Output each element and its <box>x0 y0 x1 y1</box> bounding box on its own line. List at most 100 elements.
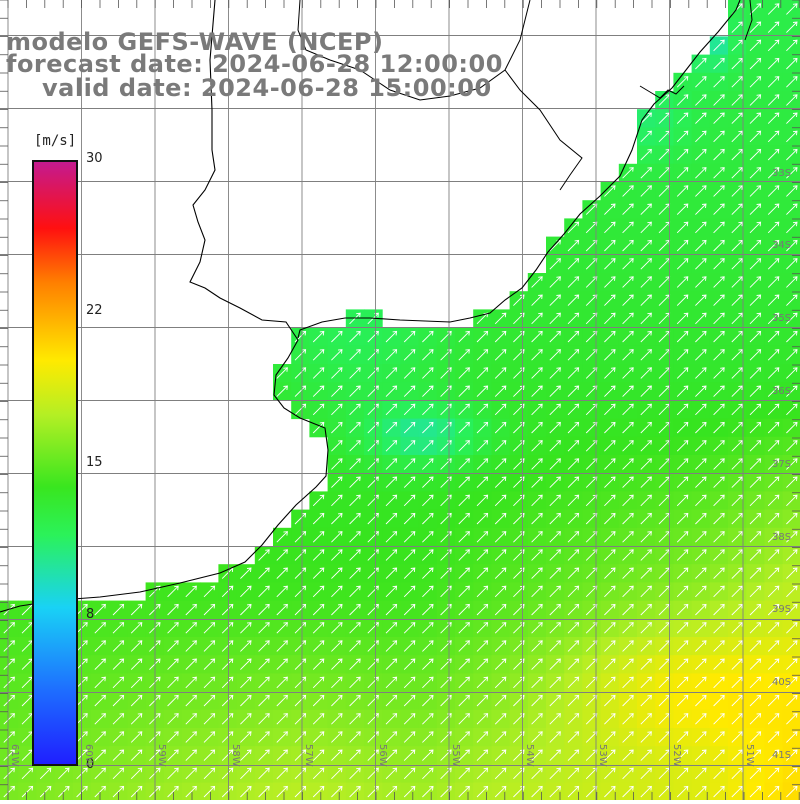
wind-arrow <box>676 512 689 525</box>
wind-arrow <box>549 694 561 707</box>
wind-arrow <box>349 349 361 361</box>
wind-arrow <box>294 676 307 689</box>
wind-arrow <box>185 603 197 616</box>
wind-arrow <box>294 658 307 670</box>
wind-arrow <box>331 731 343 743</box>
wind-arrow <box>549 349 561 361</box>
wind-arrow <box>403 349 416 361</box>
wind-arrow <box>531 713 543 725</box>
wind-arrow <box>403 603 416 616</box>
border-line <box>297 0 531 101</box>
wind-arrow <box>403 694 416 707</box>
valid-date: valid date: 2024-06-28 15:00:00 <box>42 74 492 102</box>
wind-arrow <box>203 622 216 634</box>
wind-arrow <box>585 494 598 507</box>
wind-arrow <box>767 421 780 434</box>
wind-arrow <box>676 112 689 124</box>
wind-arrow <box>731 640 743 652</box>
wind-arrow <box>94 640 106 652</box>
wind-arrow <box>312 585 325 598</box>
wind-arrow <box>567 385 580 397</box>
wind-arrow <box>294 713 307 725</box>
wind-arrow <box>731 531 743 543</box>
wind-arrow <box>494 658 507 670</box>
wind-arrow <box>567 403 580 416</box>
wind-arrow <box>531 421 543 434</box>
wind-arrow <box>130 694 143 707</box>
wind-arrow <box>312 658 325 670</box>
wind-arrow <box>676 694 689 707</box>
wind-arrow <box>695 167 707 179</box>
wind-arrow <box>749 312 762 325</box>
wind-arrow <box>276 585 288 598</box>
wind-arrow <box>695 421 707 434</box>
wind-arrow <box>767 785 780 798</box>
wind-arrow <box>422 440 434 452</box>
wind-arrow <box>695 603 707 616</box>
wind-arrow <box>422 567 434 579</box>
wind-arrow <box>585 276 598 288</box>
wind-arrow <box>203 785 216 798</box>
wind-arrow <box>585 294 598 306</box>
wind-arrow <box>676 749 689 761</box>
wind-arrow <box>786 148 798 161</box>
wind-arrow <box>549 512 561 525</box>
wind-arrow <box>276 603 288 616</box>
wind-arrow <box>695 258 707 270</box>
wind-arrow <box>713 458 725 470</box>
wind-arrow <box>403 403 416 416</box>
wind-arrow <box>731 603 743 616</box>
wind-arrow <box>622 185 634 197</box>
wind-arrow <box>585 330 598 343</box>
wind-arrow <box>731 676 743 689</box>
wind-arrow <box>3 658 15 670</box>
wind-arrow <box>549 767 561 780</box>
wind-arrow <box>713 294 725 306</box>
wind-arrow <box>585 221 598 234</box>
wind-arrow <box>767 531 780 543</box>
wind-arrow <box>695 749 707 761</box>
wind-arrow <box>494 367 507 379</box>
wind-arrow <box>604 203 616 215</box>
wind-arrow <box>640 312 652 325</box>
wind-arrow <box>276 694 288 707</box>
wind-arrow <box>549 458 561 470</box>
wind-arrow <box>786 385 798 397</box>
wind-arrow <box>94 731 106 743</box>
wind-arrow <box>258 749 270 761</box>
wind-arrow <box>385 421 398 434</box>
wind-arrow <box>622 421 634 434</box>
wind-arrow <box>130 622 143 634</box>
wind-arrow <box>767 367 780 379</box>
wind-arrow <box>549 749 561 761</box>
wind-arrow <box>731 458 743 470</box>
wind-arrow <box>476 640 489 652</box>
wind-arrow <box>476 713 489 725</box>
wind-arrow <box>767 622 780 634</box>
wind-arrow <box>312 749 325 761</box>
wind-arrow <box>167 640 179 652</box>
wind-arrow <box>585 349 598 361</box>
wind-arrow <box>567 767 580 780</box>
wind-arrow <box>422 713 434 725</box>
wind-arrow <box>331 349 343 361</box>
wind-arrow <box>695 658 707 670</box>
wind-arrow <box>476 531 489 543</box>
wind-arrow <box>331 476 343 488</box>
wind-arrow <box>585 367 598 379</box>
wind-arrow <box>640 603 652 616</box>
wind-arrow <box>203 767 216 780</box>
wind-arrow <box>640 694 652 707</box>
wind-arrow <box>531 385 543 397</box>
wind-arrow <box>331 403 343 416</box>
wind-arrow <box>713 767 725 780</box>
wind-arrow <box>604 676 616 689</box>
wind-arrow <box>640 221 652 234</box>
wind-arrow <box>39 767 52 780</box>
wind-arrow <box>767 21 780 33</box>
wind-arrow <box>622 458 634 470</box>
wind-arrow <box>312 549 325 561</box>
wind-arrow <box>695 76 707 88</box>
wind-arrow <box>331 749 343 761</box>
wind-arrow <box>312 403 325 416</box>
